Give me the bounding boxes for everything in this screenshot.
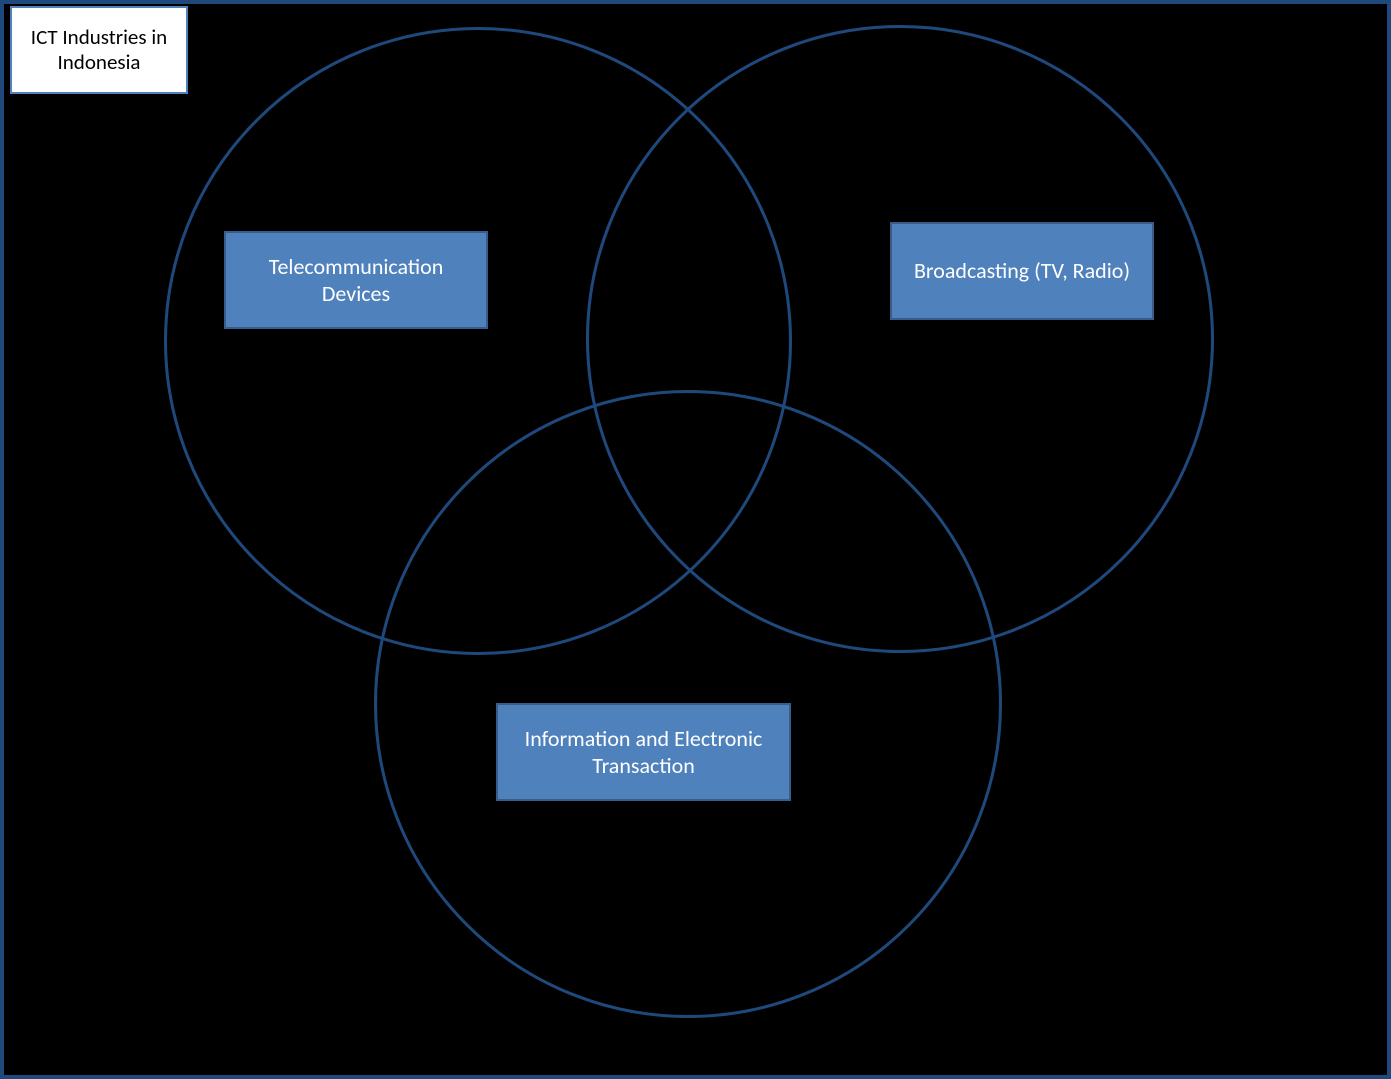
label-iet-text: Information and Electronic Transaction [506, 725, 781, 780]
label-broadcasting-text: Broadcasting (TV, Radio) [914, 257, 1130, 285]
label-iet: Information and Electronic Transaction [496, 703, 791, 801]
label-broadcasting: Broadcasting (TV, Radio) [890, 222, 1154, 320]
diagram-frame: ICT Industries in Indonesia Telecommunic… [0, 0, 1391, 1079]
title-box: ICT Industries in Indonesia [10, 6, 188, 94]
label-telecom: Telecommunication Devices [224, 231, 488, 329]
title-text: ICT Industries in Indonesia [12, 25, 186, 75]
label-telecom-text: Telecommunication Devices [234, 253, 478, 308]
